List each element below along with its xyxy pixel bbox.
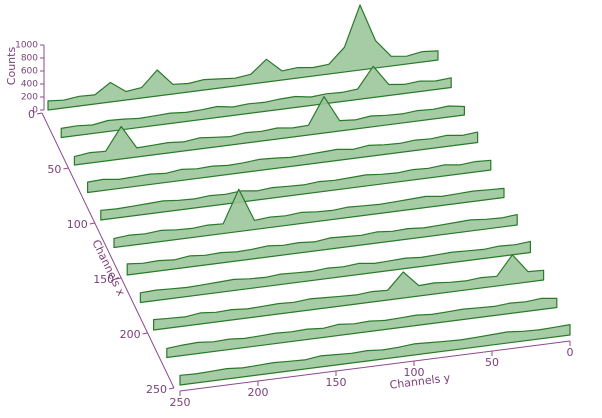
surface-row <box>100 159 492 221</box>
z-tick-label: 400 <box>21 80 38 90</box>
surface-row <box>179 324 571 386</box>
z-tick-label: 1000 <box>15 41 38 51</box>
surface-row <box>139 240 531 304</box>
y-axis <box>179 340 571 392</box>
surface-row <box>126 214 518 276</box>
x-tick-label: 100 <box>67 218 88 231</box>
x-tick-label: 50 <box>47 163 61 176</box>
x-tick-label: 0 <box>28 108 35 121</box>
x-tick <box>142 332 148 335</box>
x-tick-label: 150 <box>93 273 114 286</box>
z-tick-label: 0 <box>32 106 38 116</box>
surface-row <box>47 4 439 111</box>
z-tick-label: 600 <box>21 67 38 77</box>
x-tick <box>116 277 122 280</box>
x-tick-label: 200 <box>120 328 141 341</box>
z-axis-label: Counts <box>5 47 18 86</box>
x-axis <box>41 112 175 389</box>
x-tick <box>89 222 95 225</box>
surface-row <box>113 187 505 249</box>
z-tick-label: 200 <box>21 93 38 103</box>
y-tick-label: 50 <box>485 356 499 369</box>
y-tick-label: 100 <box>404 366 425 379</box>
surface-row <box>166 297 558 359</box>
surface-row <box>60 65 452 139</box>
x-tick <box>168 387 175 390</box>
y-tick-label: 150 <box>326 376 347 389</box>
x-tick <box>63 167 69 170</box>
surface-row <box>153 254 545 331</box>
surface-row <box>87 131 479 194</box>
y-tick-label: 200 <box>248 386 269 399</box>
y-tick-label: 250 <box>170 396 191 409</box>
x-tick-label: 250 <box>146 383 167 396</box>
x-tick <box>36 112 43 115</box>
z-tick-label: 800 <box>21 54 38 64</box>
y-tick-label: 0 <box>567 346 574 359</box>
surface-row <box>73 96 465 166</box>
